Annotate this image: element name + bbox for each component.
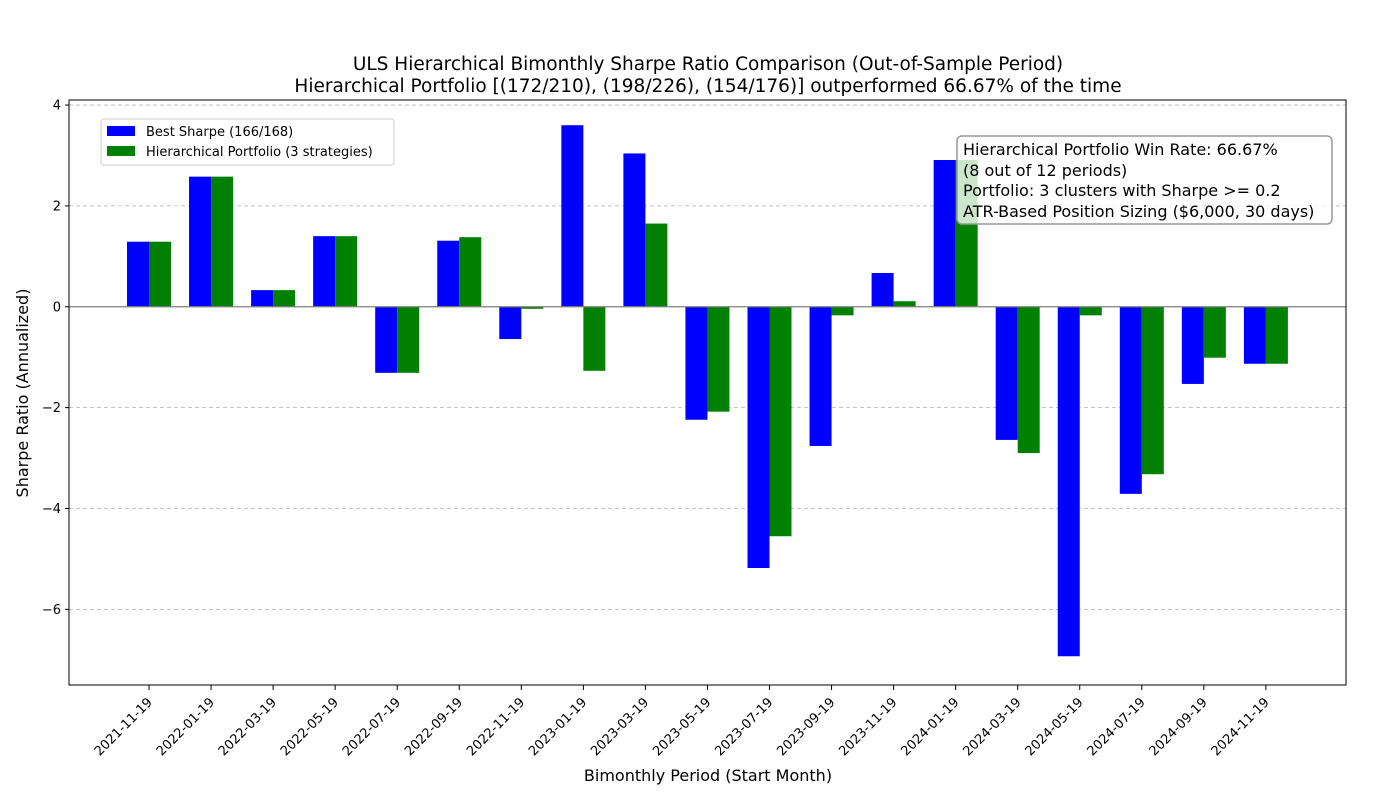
y-tick-label: 4 [53,99,61,114]
x-tick-label: 2024-01-19 [898,695,962,759]
bar-series-1 [273,290,296,307]
x-tick-label: 2023-09-19 [774,695,838,759]
bar-series-0 [933,160,956,307]
bar-series-1 [459,237,482,307]
bar-series-0 [1181,306,1204,384]
bar-series-0 [995,306,1018,440]
x-tick-label: 2022-01-19 [154,695,218,759]
x-tick-label: 2024-03-19 [960,695,1024,759]
bar-series-1 [583,306,606,371]
x-tick-label: 2023-07-19 [712,695,776,759]
bar-series-1 [645,223,668,307]
bar-series-0 [685,306,708,420]
legend-swatch-best-sharpe [107,126,135,136]
bar-series-1 [893,301,916,307]
x-tick-label: 2023-01-19 [526,695,590,759]
x-tick-label: 2023-05-19 [650,695,714,759]
bar-series-0 [1119,306,1142,494]
y-axis: 4 2 0 −2 −4 −6 [42,99,69,618]
y-tick-label: −6 [42,603,61,618]
bar-series-1 [1141,306,1164,475]
y-axis-label: Sharpe Ratio (Annualized) [13,289,32,498]
bar-series-0 [871,272,894,307]
bar-series-0 [313,236,336,307]
annotation-box: Hierarchical Portfolio Win Rate: 66.67% … [956,135,1333,225]
annotation-line-2: (8 out of 12 periods) [963,161,1127,180]
bar-series-1 [211,176,234,307]
y-tick-label: −2 [42,401,61,416]
bar-series-0 [127,241,149,307]
bar-series-1 [1265,306,1288,364]
legend-label-best-sharpe: Best Sharpe (166/168) [146,125,293,140]
x-tick-label: 2022-11-19 [464,695,528,759]
x-axis: 2021-11-192022-01-192022-03-192022-05-19… [92,685,1273,759]
bar-series-0 [623,153,646,307]
bar-series-1 [149,241,171,307]
y-tick-label: 2 [53,199,61,214]
bar-series-0 [1243,306,1266,364]
x-tick-label: 2024-05-19 [1023,695,1087,759]
bar-series-0 [1057,306,1080,657]
bar-series-0 [561,125,584,307]
bar-series-0 [251,290,274,307]
bar-series-1 [769,306,792,537]
x-tick-label: 2022-03-19 [216,695,280,759]
bar-series-1 [397,306,420,373]
bar-series-0 [437,240,460,307]
bar-series-1 [831,306,854,316]
bar-series-0 [747,306,770,568]
x-tick-label: 2022-09-19 [402,695,466,759]
y-tick-label: 0 [53,300,61,315]
x-tick-label: 2024-11-19 [1209,695,1273,759]
annotation-background [956,135,1333,225]
annotation-line-1: Hierarchical Portfolio Win Rate: 66.67% [963,140,1278,159]
bar-series-0 [189,176,212,307]
bar-series-0 [499,306,522,340]
x-tick-label: 2021-11-19 [92,695,156,759]
bar-series-1 [521,306,544,309]
bar-series-1 [1017,306,1040,454]
y-tick-label: −4 [42,502,61,517]
chart-subtitle: Hierarchical Portfolio [(172/210), (198/… [294,76,1121,97]
bar-series-0 [375,306,398,373]
x-tick-label: 2024-07-19 [1085,695,1149,759]
chart-title: ULS Hierarchical Bimonthly Sharpe Ratio … [353,54,1063,75]
x-tick-label: 2022-05-19 [278,695,342,759]
x-tick-label: 2023-03-19 [588,695,652,759]
legend: Best Sharpe (166/168) Hierarchical Portf… [100,118,395,166]
bar-series-1 [1203,306,1226,358]
bar-series-1 [1079,306,1102,316]
bar-series-1 [707,306,730,412]
annotation-line-3: Portfolio: 3 clusters with Sharpe >= 0.2 [963,181,1281,200]
legend-swatch-hierarchical [107,146,135,156]
x-tick-label: 2022-07-19 [340,695,404,759]
legend-box [100,118,395,166]
annotation-line-4: ATR-Based Position Sizing ($6,000, 30 da… [963,202,1314,221]
bars [127,125,1288,657]
bar-series-1 [335,236,358,307]
bar-series-0 [809,306,832,446]
legend-label-hierarchical: Hierarchical Portfolio (3 strategies) [146,145,373,160]
x-tick-label: 2024-09-19 [1147,695,1211,759]
x-tick-label: 2023-11-19 [836,695,900,759]
x-axis-label: Bimonthly Period (Start Month) [584,766,832,785]
